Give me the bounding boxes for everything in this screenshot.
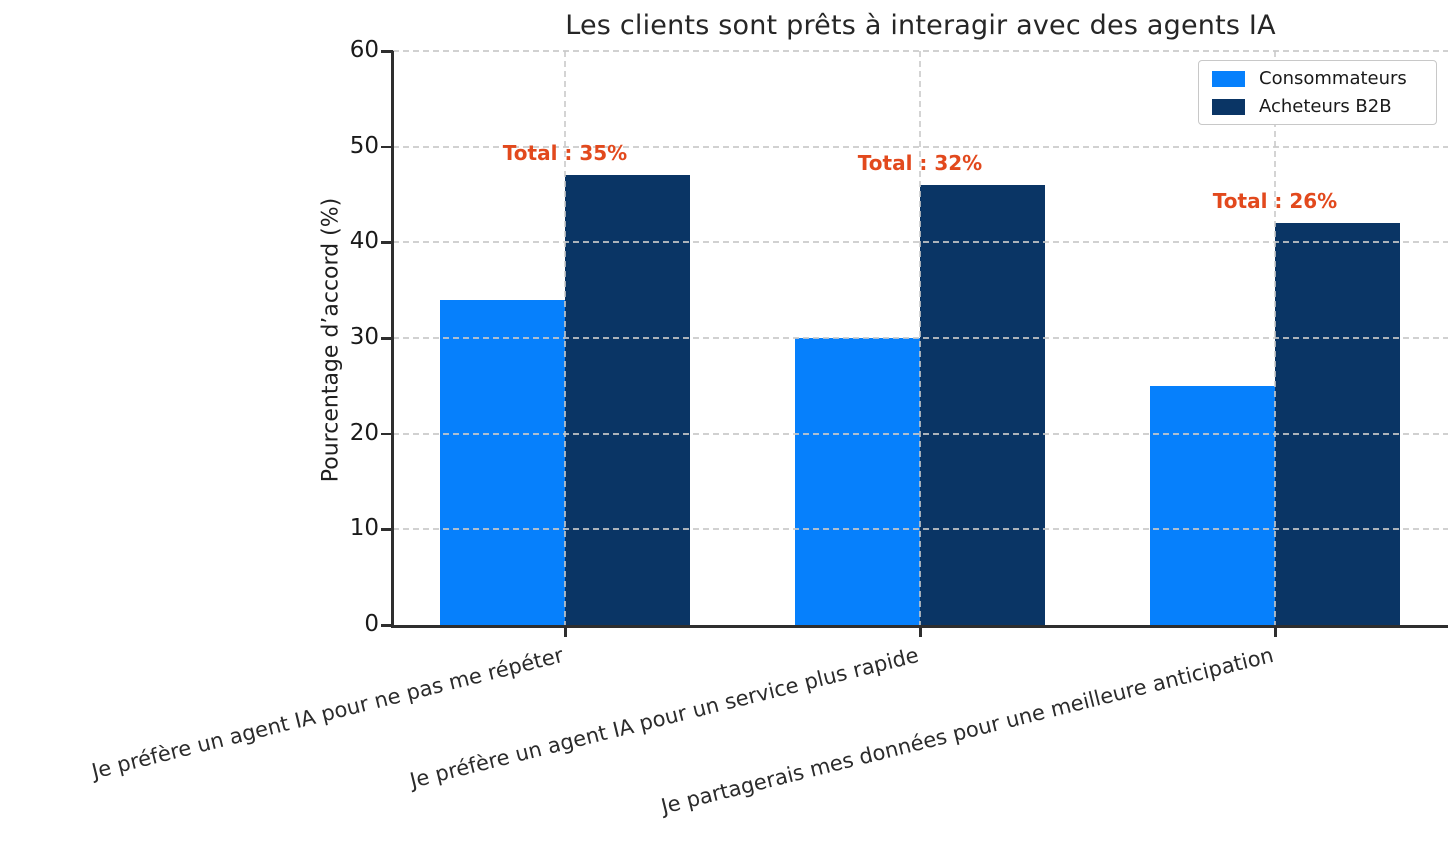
total-annotation-group1: Total : 35% bbox=[502, 141, 628, 166]
y-tickmark-20 bbox=[381, 432, 393, 436]
x-category-label-group3: Je partagerais mes données pour une meil… bbox=[658, 643, 1276, 819]
legend-item-acheteurs-b2b: Acheteurs B2B bbox=[1212, 96, 1436, 117]
legend: Consommateurs Acheteurs B2B bbox=[1198, 60, 1437, 125]
y-tick-label-40: 40 bbox=[349, 228, 379, 255]
y-tickmark-10 bbox=[381, 528, 393, 531]
total-annotation-group2: Total : 32% bbox=[857, 150, 983, 175]
bar-consommateurs-group1 bbox=[440, 299, 565, 625]
x-tickmark-group3 bbox=[1274, 627, 1277, 637]
bar-acheteurs-b2b-group2 bbox=[920, 184, 1045, 625]
x-tickmark-group2 bbox=[919, 627, 922, 637]
y-tickmark-30 bbox=[381, 337, 393, 340]
legend-swatch-acheteurs-b2b-icon bbox=[1212, 98, 1245, 115]
x-axis-line bbox=[391, 625, 1448, 628]
legend-swatch-consommateurs-icon bbox=[1212, 70, 1245, 87]
x-tickmark-group1 bbox=[564, 627, 567, 637]
y-tick-label-10: 10 bbox=[349, 515, 379, 542]
gridline-x-group2 bbox=[919, 51, 921, 625]
y-tick-label-20: 20 bbox=[349, 419, 379, 446]
y-tickmark-40 bbox=[381, 241, 393, 244]
gridline-x-group1 bbox=[564, 51, 566, 625]
bar-consommateurs-group2 bbox=[795, 338, 920, 625]
total-annotation-group3: Total : 26% bbox=[1212, 189, 1338, 214]
bar-acheteurs-b2b-group1 bbox=[565, 175, 690, 625]
gridline-x-group3 bbox=[1274, 51, 1276, 625]
y-tickmark-0 bbox=[381, 624, 393, 627]
legend-item-consommateurs: Consommateurs bbox=[1212, 68, 1436, 89]
legend-label-acheteurs-b2b: Acheteurs B2B bbox=[1259, 96, 1392, 117]
y-tick-label-60: 60 bbox=[349, 37, 379, 63]
y-tickmark-50 bbox=[381, 145, 393, 149]
y-tick-label-30: 30 bbox=[349, 324, 379, 350]
bar-consommateurs-group3 bbox=[1150, 385, 1275, 625]
y-tickmark-60 bbox=[381, 50, 393, 53]
chart-title: Les clients sont prêts à interagir avec … bbox=[565, 10, 1276, 41]
y-tick-label-50: 50 bbox=[349, 132, 379, 159]
legend-label-consommateurs: Consommateurs bbox=[1259, 68, 1407, 89]
y-tick-label-0: 0 bbox=[364, 611, 379, 637]
bar-acheteurs-b2b-group3 bbox=[1275, 223, 1400, 625]
